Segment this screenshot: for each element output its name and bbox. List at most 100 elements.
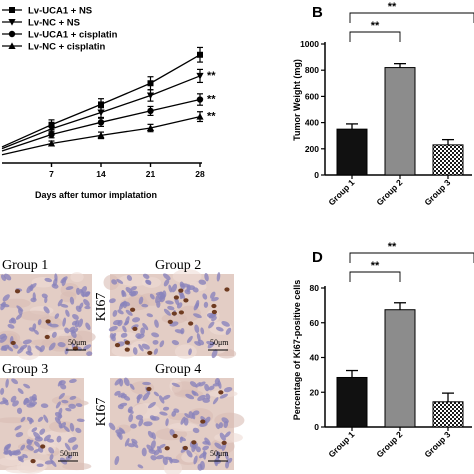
cell-nucleus xyxy=(141,343,150,350)
cell-nucleus xyxy=(162,290,167,298)
cell-nucleus xyxy=(167,305,175,311)
panel-a-data-point xyxy=(97,131,105,139)
cell-nucleus xyxy=(132,347,138,355)
panel-d-x-tick-label: Group 3 xyxy=(422,429,452,459)
panel-b-bar xyxy=(432,144,464,176)
panel-a-data-point xyxy=(146,92,155,100)
cell-nucleus xyxy=(120,332,128,338)
cell-nucleus xyxy=(61,277,67,287)
cell-nucleus xyxy=(23,383,31,389)
cell-nucleus xyxy=(75,403,83,408)
panel-d-y-tick-label: 80 xyxy=(310,283,320,293)
cell-nucleus xyxy=(140,327,146,336)
cell-nucleus xyxy=(25,351,33,356)
cell-nucleus xyxy=(28,327,35,332)
cell-nucleus xyxy=(126,275,133,281)
cell-nucleus xyxy=(198,279,207,285)
panel-a-data-point xyxy=(97,109,105,117)
cell-nucleus xyxy=(136,394,141,404)
cell-nucleus xyxy=(159,340,165,348)
cell-nucleus xyxy=(145,279,152,286)
cell-nucleus xyxy=(23,397,30,406)
cell-nucleus xyxy=(57,413,62,421)
cell-nucleus xyxy=(168,284,173,293)
tissue-texture xyxy=(174,344,197,359)
cell-nucleus xyxy=(205,393,211,400)
cell-nucleus xyxy=(43,414,49,423)
cell-nucleus xyxy=(121,290,127,297)
cell-nucleus xyxy=(43,306,50,314)
cell-nucleus xyxy=(152,339,159,345)
cell-nucleus xyxy=(159,411,168,416)
panel-b-bar-chart: 0 200 400 600 800 1000 Group 1 Group 2 Group 3 **… xyxy=(300,1,474,207)
cell-nucleus xyxy=(138,344,144,352)
cell-nucleus xyxy=(214,378,220,385)
cell-nucleus xyxy=(208,385,215,391)
cell-nucleus xyxy=(111,279,118,285)
cell-nucleus xyxy=(118,427,126,434)
cell-nucleus xyxy=(55,401,61,409)
cell-nucleus xyxy=(137,464,144,469)
cell-nucleus xyxy=(212,383,221,387)
cell-nucleus xyxy=(62,317,67,327)
panel-a-x-axis-label: Days after tumor implatation xyxy=(35,190,157,200)
cell-nucleus xyxy=(195,382,201,388)
cell-nucleus xyxy=(171,340,180,346)
cell-nucleus xyxy=(202,293,208,300)
panel-d-label: D xyxy=(312,249,323,266)
micrograph-group-label: Group 4 xyxy=(155,362,201,377)
cell-nucleus xyxy=(171,410,177,417)
cell-nucleus xyxy=(191,390,197,396)
cell-nucleus xyxy=(39,428,46,435)
micrograph-group-label: Group 3 xyxy=(2,362,48,377)
cell-nucleus xyxy=(33,329,39,335)
cell-nucleus xyxy=(198,381,206,387)
cell-nucleus xyxy=(75,305,82,313)
panel-b-x-tick-label: Group 3 xyxy=(422,177,452,207)
cell-nucleus xyxy=(153,391,160,397)
cell-nucleus xyxy=(193,455,198,465)
cell-nucleus xyxy=(17,388,24,395)
cell-nucleus xyxy=(207,341,215,349)
cell-nucleus xyxy=(125,287,133,294)
tissue-texture xyxy=(5,465,37,474)
cell-nucleus xyxy=(129,383,135,390)
cell-nucleus xyxy=(1,345,8,352)
cell-nucleus xyxy=(35,345,43,352)
tissue-image xyxy=(103,269,237,359)
cell-nucleus xyxy=(179,281,185,290)
cell-nucleus xyxy=(188,348,192,356)
cell-nucleus xyxy=(49,454,54,461)
cell-nucleus xyxy=(195,446,201,453)
cell-nucleus xyxy=(203,301,209,308)
cell-nucleus xyxy=(71,320,78,326)
ki67-positive-nucleus xyxy=(147,350,153,356)
cell-nucleus xyxy=(216,272,221,282)
cell-nucleus xyxy=(22,339,32,345)
cell-nucleus xyxy=(85,322,91,330)
cell-nucleus xyxy=(135,414,144,420)
cell-nucleus xyxy=(221,320,230,327)
cell-nucleus xyxy=(17,347,25,354)
cell-nucleus xyxy=(112,310,118,317)
cell-nucleus xyxy=(138,296,144,305)
cell-nucleus xyxy=(60,383,67,390)
cell-nucleus xyxy=(194,341,202,346)
cell-nucleus xyxy=(215,326,224,332)
cell-nucleus xyxy=(130,286,137,291)
cell-nucleus xyxy=(57,299,63,307)
ki67-positive-nucleus xyxy=(10,340,16,346)
panel-d-significance: ** xyxy=(388,241,397,253)
cell-nucleus xyxy=(83,298,90,307)
cell-nucleus xyxy=(158,395,165,404)
ki67-positive-nucleus xyxy=(178,288,184,293)
panel-b-x-tick-label: Group 2 xyxy=(374,177,404,207)
tissue-texture xyxy=(131,403,161,419)
cell-nucleus xyxy=(72,314,79,320)
ki67-positive-nucleus xyxy=(191,440,197,445)
cell-nucleus xyxy=(75,427,82,434)
scale-bar-label: 50μm xyxy=(60,449,79,458)
cell-nucleus xyxy=(26,445,34,451)
